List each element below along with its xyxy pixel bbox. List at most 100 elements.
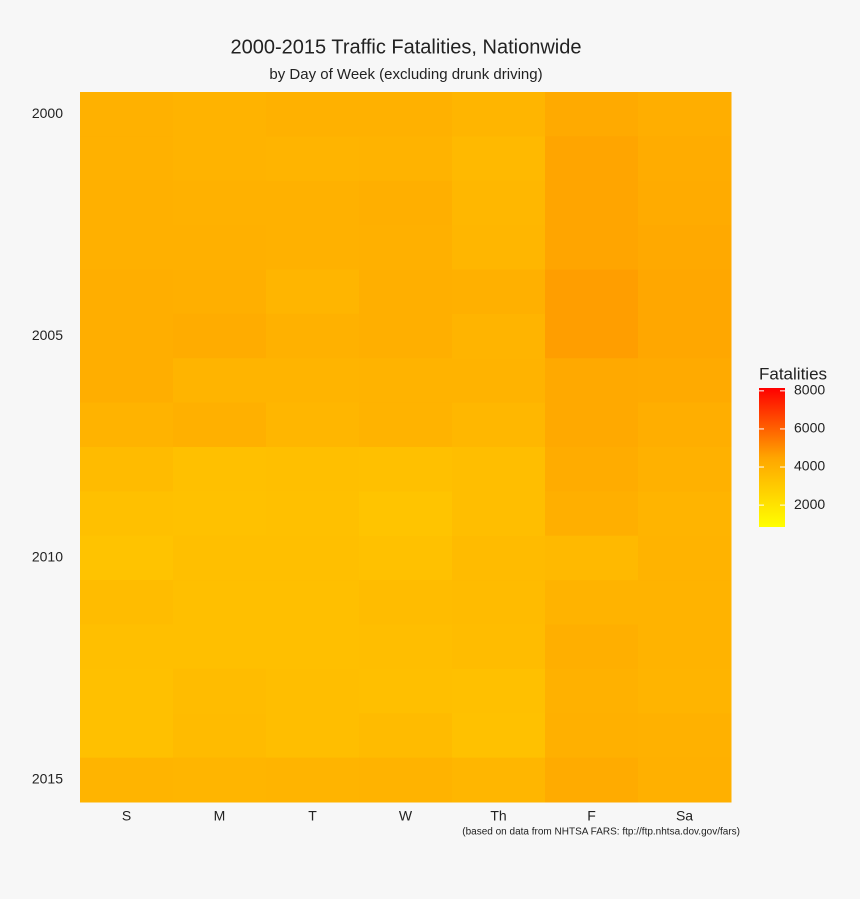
cell: [266, 535, 360, 581]
cell: [359, 713, 453, 759]
cell: [452, 402, 546, 448]
cell: [173, 269, 267, 315]
colorbar-label: 4000: [794, 458, 825, 474]
cell: [638, 313, 732, 359]
x-tick-label: M: [214, 808, 226, 824]
cell: [638, 535, 732, 581]
cell: [80, 136, 174, 182]
cell: [173, 624, 267, 670]
cell: [638, 491, 732, 537]
cell: [545, 269, 639, 315]
cell: [173, 713, 267, 759]
cell: [359, 313, 453, 359]
y-tick-label: 2005: [32, 327, 63, 343]
cell: [359, 92, 453, 137]
cell: [80, 269, 174, 315]
cell: [173, 92, 267, 137]
cell: [266, 624, 360, 670]
cell: [638, 225, 732, 270]
colorbar: [759, 388, 785, 527]
cell: [80, 713, 174, 759]
cell: [452, 225, 546, 270]
cell: [266, 225, 360, 270]
cell: [638, 269, 732, 315]
cell: [359, 757, 453, 803]
cell: [173, 668, 267, 714]
cell: [80, 624, 174, 670]
cell: [638, 92, 732, 137]
cell: [80, 92, 174, 137]
cell: [452, 491, 546, 537]
x-tick-label: S: [122, 808, 131, 824]
cell: [359, 624, 453, 670]
cell: [452, 668, 546, 714]
cell: [359, 225, 453, 270]
cell: [266, 713, 360, 759]
cell: [80, 180, 174, 226]
colorbar-label: 8000: [794, 382, 825, 398]
cell: [359, 535, 453, 581]
caption: (based on data from NHTSA FARS: ftp://ft…: [462, 827, 740, 838]
cell: [452, 447, 546, 492]
legend-title: Fatalities: [759, 364, 827, 383]
cell: [266, 580, 360, 625]
cell: [266, 447, 360, 492]
cell: [545, 491, 639, 537]
cell: [638, 136, 732, 182]
x-tick-label: F: [587, 808, 596, 824]
cell: [452, 313, 546, 359]
cell: [266, 313, 360, 359]
cell: [173, 225, 267, 270]
y-tick-label: 2000: [32, 105, 63, 121]
chart-subtitle: by Day of Week (excluding drunk driving): [269, 66, 542, 83]
cell: [545, 668, 639, 714]
cell: [80, 535, 174, 581]
cell: [173, 757, 267, 803]
y-tick-label: 2015: [32, 771, 63, 787]
cell: [266, 668, 360, 714]
cell: [359, 491, 453, 537]
x-tick-label: Sa: [676, 808, 693, 824]
cell: [452, 580, 546, 625]
cell: [80, 580, 174, 625]
cell: [638, 180, 732, 226]
cell: [545, 713, 639, 759]
x-tick-label: Th: [490, 808, 506, 824]
cell: [545, 313, 639, 359]
cell: [359, 402, 453, 448]
cell: [266, 491, 360, 537]
cell: [545, 580, 639, 625]
cell: [545, 136, 639, 182]
cell: [545, 624, 639, 670]
cell: [638, 757, 732, 803]
cell: [266, 358, 360, 404]
cell: [545, 225, 639, 270]
y-tick-label: 2010: [32, 549, 63, 565]
cell: [173, 491, 267, 537]
cell: [359, 269, 453, 315]
colorbar-label: 2000: [794, 496, 825, 512]
cell: [266, 180, 360, 226]
cell: [638, 402, 732, 448]
cell: [638, 624, 732, 670]
cell: [80, 358, 174, 404]
cell: [80, 313, 174, 359]
cell: [638, 668, 732, 714]
cell: [545, 180, 639, 226]
cell: [173, 136, 267, 182]
cell: [452, 713, 546, 759]
cell: [173, 180, 267, 226]
cell: [80, 447, 174, 492]
cell: [545, 535, 639, 581]
cell: [266, 92, 360, 137]
cell: [173, 313, 267, 359]
cell: [80, 402, 174, 448]
x-tick-label: W: [399, 808, 413, 824]
cell: [359, 668, 453, 714]
cell: [80, 668, 174, 714]
cell: [80, 491, 174, 537]
x-tick-label: T: [308, 808, 317, 824]
cell: [173, 580, 267, 625]
cell: [266, 136, 360, 182]
